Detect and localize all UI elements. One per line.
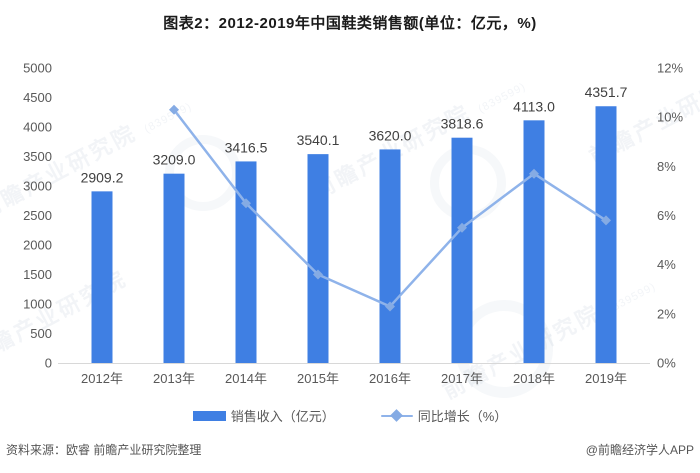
bar-value-label: 4113.0 bbox=[513, 98, 555, 114]
growth-point-diamond-marker bbox=[385, 301, 395, 312]
right-axis-tick-label: 2% bbox=[657, 306, 676, 321]
bar-series-swatch-icon bbox=[192, 410, 226, 421]
sales-bar bbox=[523, 120, 545, 363]
sales-bar bbox=[163, 173, 185, 363]
growth-point-diamond-marker bbox=[313, 269, 323, 280]
right-axis-tick-label: 12% bbox=[657, 61, 683, 76]
growth-point-diamond-marker bbox=[529, 168, 539, 179]
line-series-swatch-icon bbox=[380, 409, 413, 422]
left-axis-tick-label: 2500 bbox=[23, 208, 52, 223]
bar-value-label: 3540.1 bbox=[297, 132, 340, 148]
left-axis-tick-label: 3500 bbox=[23, 149, 52, 164]
right-axis-tick-label: 8% bbox=[657, 159, 676, 174]
chart-footer: 资料来源：欧睿 前瞻产业研究院整理 @前瞻经济学人APP bbox=[0, 441, 700, 458]
x-axis-category-label: 2013年 bbox=[153, 371, 195, 386]
x-axis-category-label: 2017年 bbox=[441, 371, 483, 386]
x-axis-category-label: 2014年 bbox=[225, 371, 267, 386]
bar-value-label: 3209.0 bbox=[153, 152, 196, 168]
left-axis-tick-label: 4500 bbox=[23, 90, 52, 105]
chart-title: 图表2：2012-2019年中国鞋类销售额(单位：亿元，%) bbox=[163, 15, 537, 32]
x-axis-category-label: 2018年 bbox=[513, 371, 555, 386]
sales-bar bbox=[595, 106, 617, 363]
left-axis-tick-label: 5000 bbox=[23, 61, 52, 76]
legend-item-sales: 销售收入（亿元） bbox=[192, 406, 335, 425]
bar-value-label: 2909.2 bbox=[81, 169, 124, 185]
legend-label-growth: 同比增长（%） bbox=[417, 409, 508, 424]
legend-item-growth: 同比增长（%） bbox=[380, 406, 508, 425]
brand-note: @前瞻经济学人APP bbox=[585, 443, 694, 457]
bar-value-label: 3818.6 bbox=[441, 116, 484, 132]
x-axis-category-label: 2015年 bbox=[297, 371, 339, 386]
chart-legend: 销售收入（亿元） 同比增长（%） bbox=[0, 406, 700, 425]
sales-bar bbox=[451, 137, 473, 363]
left-axis-tick-label: 500 bbox=[30, 326, 52, 341]
sales-bar bbox=[379, 149, 401, 363]
sales-bar bbox=[307, 154, 329, 363]
sales-bar bbox=[235, 161, 257, 363]
chart-plot: 0 500 1000 1500 2000 2500 3000 3500 4000 4500 5000… bbox=[23, 61, 683, 387]
bar-value-label: 3620.0 bbox=[369, 127, 412, 143]
growth-point-diamond-marker bbox=[457, 222, 467, 233]
x-axis-category-label: 2019年 bbox=[585, 371, 627, 386]
left-axis-tick-label: 3000 bbox=[23, 179, 52, 194]
x-axis-category-label: 2012年 bbox=[81, 371, 123, 386]
left-axis-tick-label: 0 bbox=[45, 356, 52, 371]
right-axis-tick-label: 10% bbox=[657, 110, 683, 125]
x-axis-category-label: 2016年 bbox=[369, 371, 411, 386]
sales-bar bbox=[91, 191, 113, 363]
right-axis-tick-label: 0% bbox=[657, 356, 676, 371]
bar-value-label: 3416.5 bbox=[225, 139, 268, 155]
left-axis-tick-label: 1000 bbox=[23, 297, 52, 312]
legend-label-sales: 销售收入（亿元） bbox=[230, 409, 335, 424]
right-axis-tick-label: 4% bbox=[657, 257, 676, 272]
growth-point-diamond-marker bbox=[601, 215, 611, 226]
left-axis-tick-label: 4000 bbox=[23, 120, 52, 135]
growth-point-diamond-marker bbox=[169, 104, 179, 115]
left-axis-tick-label: 2000 bbox=[23, 238, 52, 253]
left-axis-tick-label: 1500 bbox=[23, 267, 52, 282]
line-swatch-diamond-marker bbox=[390, 409, 404, 422]
right-axis-tick-label: 6% bbox=[657, 208, 676, 223]
source-note: 资料来源：欧睿 前瞻产业研究院整理 bbox=[6, 443, 202, 457]
bar-value-label: 4351.7 bbox=[585, 84, 628, 100]
growth-point-diamond-marker bbox=[241, 198, 251, 209]
